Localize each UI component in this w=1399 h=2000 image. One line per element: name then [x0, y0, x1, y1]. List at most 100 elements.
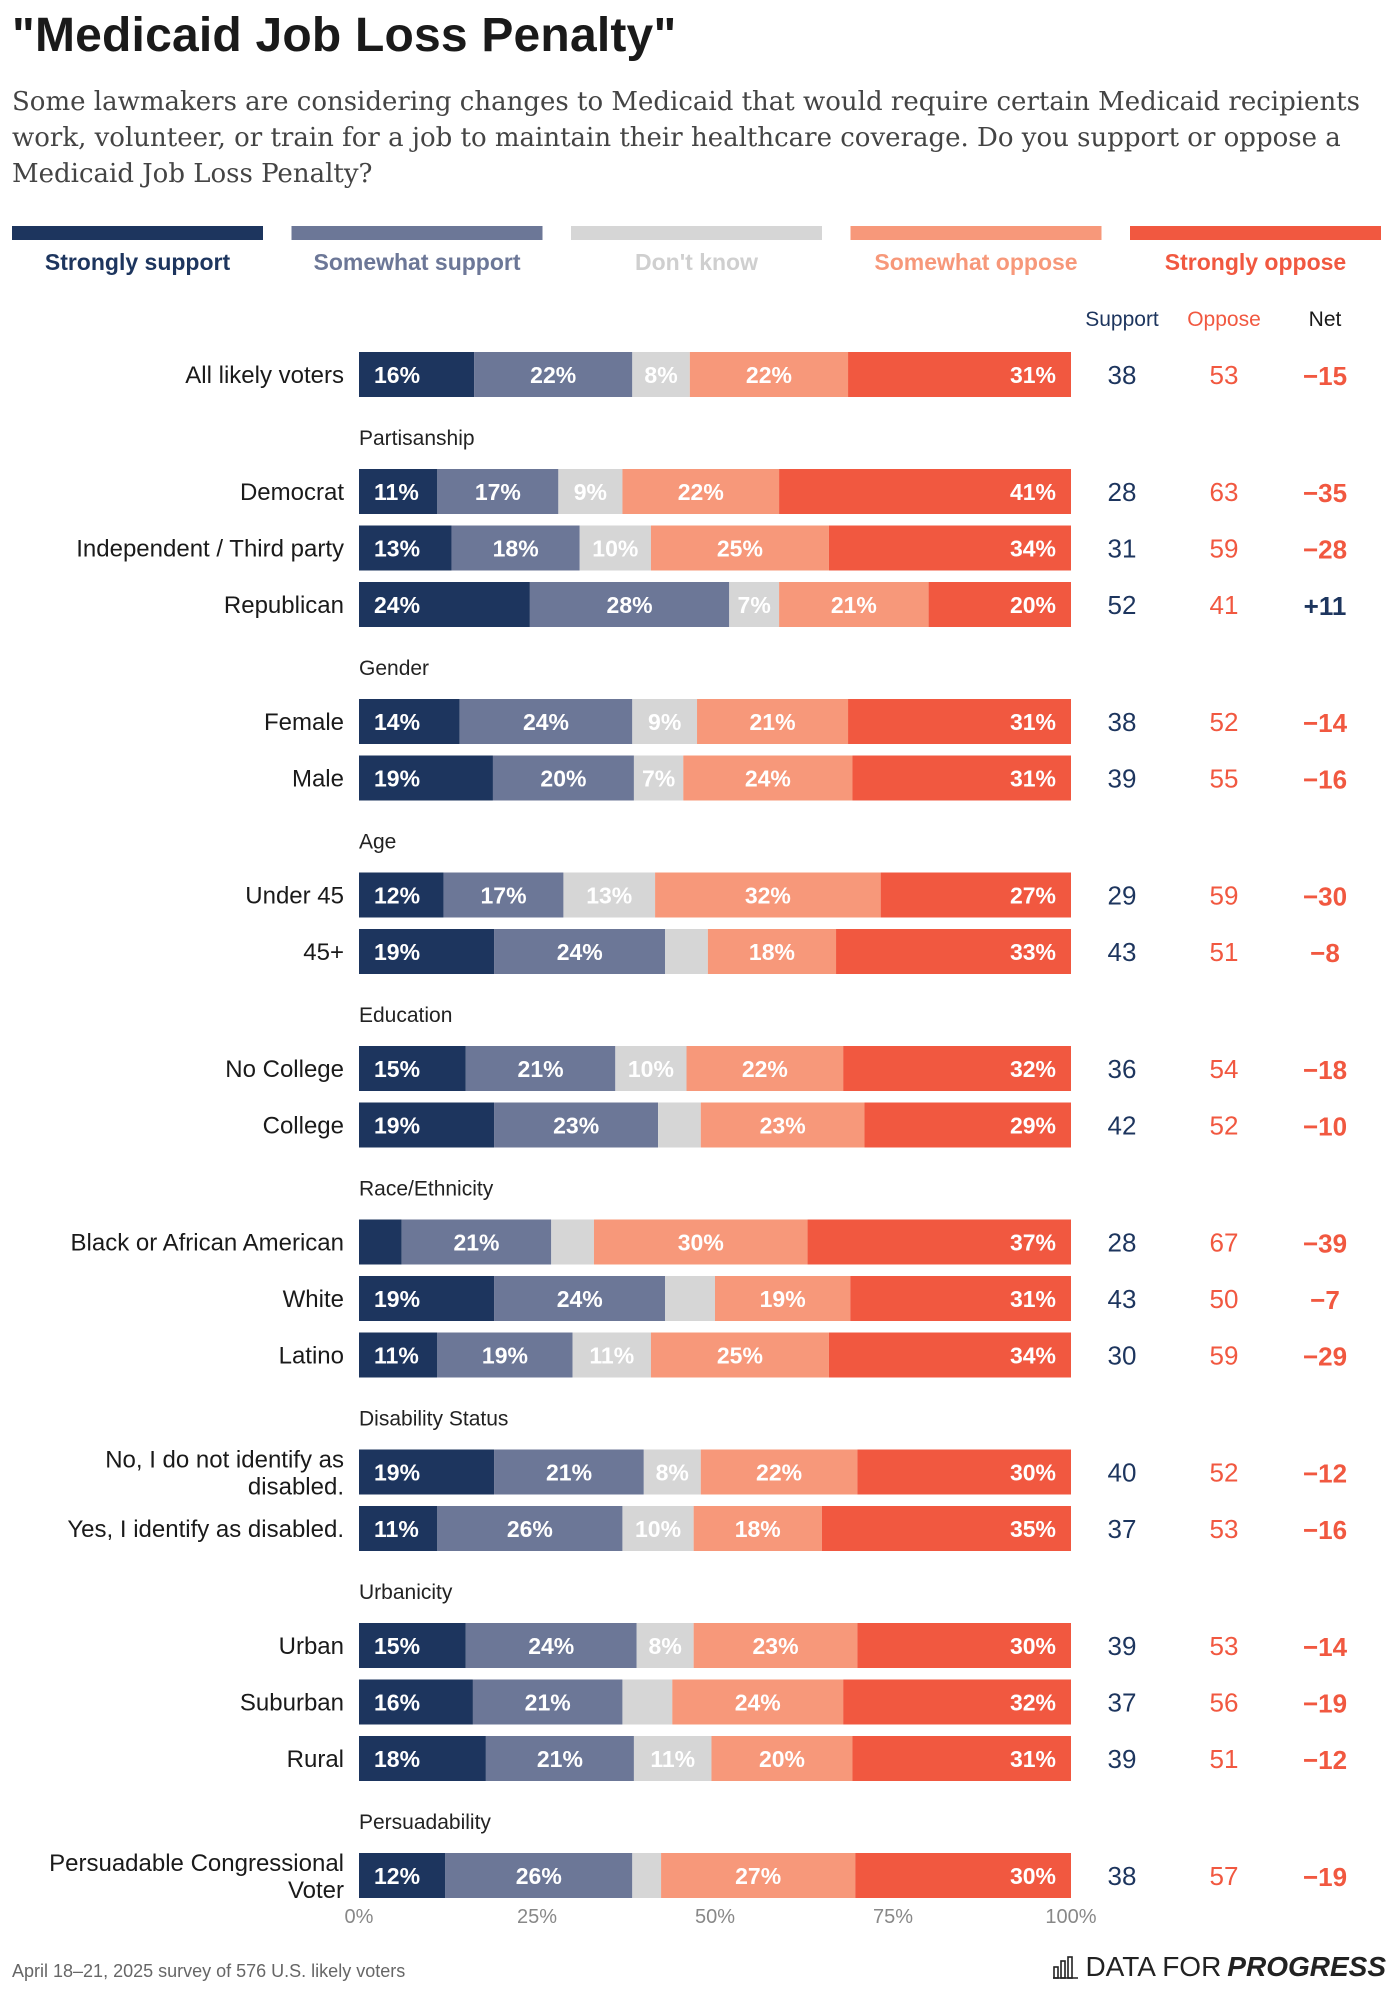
bar-value-label: 13% [586, 883, 632, 909]
support-value: 37 [1108, 1514, 1137, 1544]
bar-value-label: 17% [475, 479, 521, 505]
bar-segment [359, 469, 438, 514]
oppose-value: 52 [1210, 1458, 1239, 1488]
oppose-value: 59 [1210, 881, 1239, 911]
bar-segment [843, 1679, 1071, 1725]
page-title: "Medicaid Job Loss Penalty" [12, 9, 677, 62]
net-value: −19 [1303, 1689, 1347, 1719]
bar-segment [359, 1853, 446, 1898]
bar-value-label: 24% [528, 1633, 574, 1659]
column-header-net: Net [1309, 308, 1342, 331]
bar-value-label: 8% [649, 1633, 682, 1659]
bar-segment [465, 1623, 637, 1668]
oppose-value: 52 [1210, 707, 1239, 737]
bar-value-label: 21% [453, 1230, 499, 1256]
support-value: 37 [1108, 1688, 1137, 1718]
oppose-value: 53 [1210, 360, 1239, 390]
bar-segment [359, 352, 475, 397]
bar-value-label: 14% [374, 709, 420, 735]
oppose-value: 63 [1210, 477, 1239, 507]
bar-value-label: 29% [1010, 1113, 1056, 1139]
support-value: 38 [1108, 360, 1137, 390]
bar-value-label: 31% [1010, 766, 1056, 792]
bar-segment [437, 1332, 573, 1378]
net-value: −19 [1303, 1862, 1347, 1892]
oppose-value: 53 [1210, 1514, 1239, 1544]
bar-value-label: 24% [557, 939, 603, 965]
oppose-value: 52 [1210, 1111, 1239, 1141]
bar-segment [700, 1102, 865, 1148]
bar-value-label: 34% [1010, 536, 1056, 562]
bar-segment [445, 1853, 633, 1898]
bar-value-label: 18% [374, 1746, 420, 1772]
bar-value-label: 9% [574, 479, 607, 505]
bar-value-label: 23% [760, 1113, 806, 1139]
support-value: 38 [1108, 707, 1137, 737]
bar-segment [492, 755, 634, 801]
bar-segment [494, 1276, 666, 1321]
support-value: 39 [1108, 1744, 1137, 1774]
bar-segment [643, 1449, 701, 1495]
bar-value-label: 19% [374, 939, 420, 965]
bar-segment [852, 1736, 1071, 1781]
bar-segment [622, 469, 780, 514]
row-label: Urban [279, 1633, 344, 1660]
bar-value-label: 13% [374, 536, 420, 562]
bar-segment [661, 1853, 856, 1898]
bar-segment [359, 1623, 466, 1668]
x-tick-label: 100% [1045, 1906, 1096, 1928]
bar-segment [359, 929, 495, 974]
bar-segment [359, 525, 452, 571]
bar-segment [465, 1046, 616, 1091]
x-tick-label: 50% [695, 1906, 735, 1928]
bar-segment [459, 699, 633, 744]
brand-text-bold: PROGRESS [1227, 1951, 1386, 1982]
bar-value-label: 20% [1010, 592, 1056, 618]
bar-value-label: 18% [749, 939, 795, 965]
bar-value-label: 30% [678, 1230, 724, 1256]
oppose-value: 57 [1210, 1861, 1239, 1891]
column-header-oppose: Oppose [1187, 308, 1261, 331]
row-label: Under 45 [245, 883, 344, 910]
bar-value-label: 25% [717, 1343, 763, 1369]
net-value: −30 [1303, 882, 1347, 912]
row-label: Voter [288, 1877, 344, 1904]
bar-value-label: 31% [1010, 709, 1056, 735]
bar-value-label: 9% [648, 709, 681, 735]
bar-segment [494, 929, 666, 974]
bar-segment [359, 1679, 473, 1725]
group-heading: Persuadability [359, 1811, 491, 1834]
bar-segment [928, 582, 1071, 627]
bar-value-label: 21% [537, 1746, 583, 1772]
bar-value-label: 22% [756, 1460, 802, 1486]
row-label: Republican [224, 592, 344, 619]
support-value: 52 [1108, 590, 1137, 620]
bar-value-label: 31% [1010, 1746, 1056, 1772]
chart-subtitle: Some lawmakers are considering changes t… [12, 87, 1360, 189]
legend-label: Don't know [635, 249, 758, 275]
row-label: All likely voters [185, 362, 344, 389]
bar-value-label: 37% [1010, 1230, 1056, 1256]
bar-segment [474, 352, 633, 397]
bar-segment [848, 352, 1071, 397]
bar-value-label: 11% [374, 1343, 419, 1369]
oppose-value: 59 [1210, 1341, 1239, 1371]
oppose-value: 50 [1210, 1284, 1239, 1314]
bar-value-label: 7% [738, 592, 771, 618]
bar-value-label: 10% [628, 1056, 674, 1082]
bar-value-label: 15% [374, 1633, 420, 1659]
bar-segment [622, 1679, 673, 1725]
bar-segment [729, 582, 780, 627]
bar-value-label: 25% [717, 536, 763, 562]
bar-value-label: 21% [831, 592, 877, 618]
bar-value-label: 19% [374, 1460, 420, 1486]
support-value: 42 [1108, 1111, 1137, 1141]
bar-value-label: 31% [1010, 1286, 1056, 1312]
bar-value-label: 32% [745, 883, 791, 909]
brand-text-light: DATA FOR [1085, 1951, 1222, 1982]
bar-value-label: 12% [374, 1863, 420, 1889]
bar-segment [665, 929, 708, 974]
net-value: −7 [1310, 1285, 1340, 1315]
net-value: −16 [1303, 1515, 1347, 1545]
bar-value-label: 11% [374, 479, 419, 505]
